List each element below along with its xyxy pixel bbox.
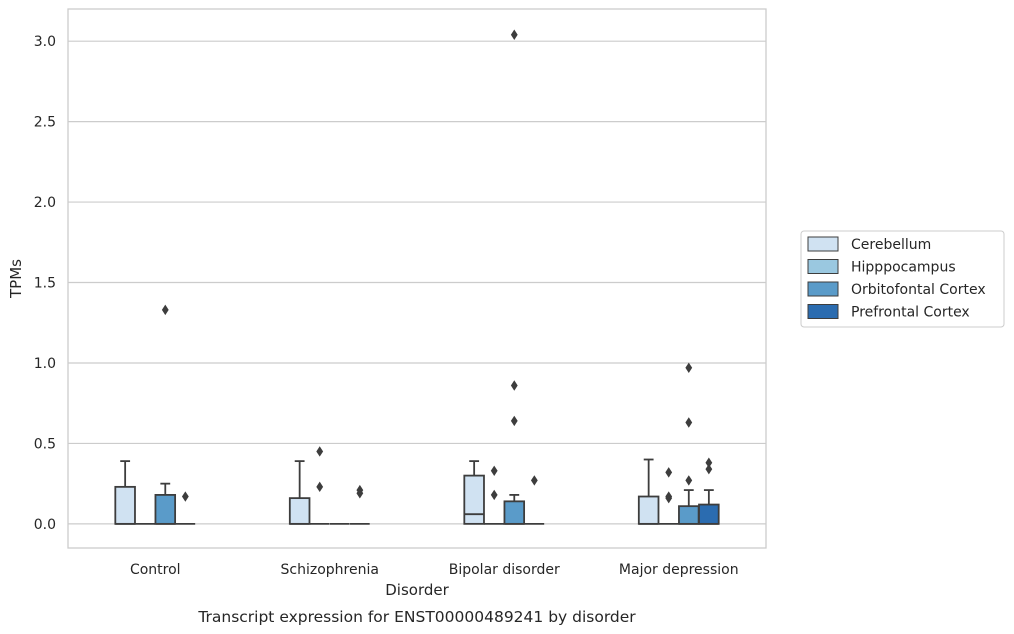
legend-label: Cerebellum [851,237,931,253]
outlier-point [530,475,538,486]
legend-swatch [807,236,839,252]
box-group [658,467,679,525]
y-tick-label: 2.5 [34,115,56,131]
y-tick-label: 1.5 [34,276,56,292]
box [154,494,177,525]
box-group [288,460,311,525]
outlier-point [316,446,324,457]
plot-frame [67,8,767,549]
box-group [175,491,196,525]
x-tick-label: Major depression [619,562,739,578]
outlier-point [685,475,693,486]
outlier-point [490,489,498,501]
outlier-point [665,492,673,504]
legend-label: Prefrontal Cortex [851,305,970,321]
box-group [503,29,526,525]
legend-swatch [807,281,839,297]
y-tick-label: 0.5 [34,436,56,452]
box [114,485,136,525]
box [288,497,311,525]
outlier-point [316,481,324,493]
y-tick-label: 1.0 [34,356,56,372]
outlier-point [665,467,673,478]
box-group [309,446,330,525]
box [463,474,485,525]
box-group [524,475,545,525]
x-tick-label: Bipolar disorder [449,562,560,578]
y-tick-label: 3.0 [34,34,56,50]
box-group [678,362,700,525]
box [698,503,720,525]
y-tick-label: 2.0 [34,195,56,211]
y-tick-label: 0.0 [34,517,56,533]
box-group [484,465,505,525]
box [637,495,660,525]
outlier-point [510,415,518,427]
outlier-point [705,463,713,475]
outlier-point [510,380,518,391]
y-tick-labels: 0.0 0.5 1.0 1.5 2.0 2.5 3.0 [34,34,56,533]
outlier-point [161,304,169,316]
outlier-point [685,417,693,428]
legend-label: Hipppocampus [851,260,956,276]
chart-caption: Transcript expression for ENST0000048924… [197,608,636,626]
outlier-point [685,362,693,373]
x-axis-label: Disorder [385,581,449,599]
box-group [637,458,660,525]
box-group [463,460,485,525]
outlier-point [490,465,498,476]
box-group [350,484,370,525]
box-group [154,304,177,525]
box [678,505,700,525]
legend-swatch [807,259,839,274]
outlier-point [510,29,518,40]
x-tick-labels: Control Schizophrenia Bipolar disorder Majo… [130,562,739,578]
outlier-point [181,491,189,502]
y-axis-label: TPMs [7,259,25,299]
legend-frame [800,230,1005,328]
legend-swatch [807,304,839,319]
box [503,500,526,525]
box-group [114,460,136,525]
legend-label: Orbitofontal Cortex [851,282,986,298]
x-tick-label: Schizophrenia [281,562,379,578]
box-plots [114,29,720,525]
grid-lines [68,40,766,525]
box-group [698,457,720,525]
outlier-point [356,488,364,499]
x-tick-label: Control [130,562,181,578]
outlier-point [705,457,713,468]
legend: Cerebellum Hipppocampus Orbitofontal Corte… [800,230,1005,328]
